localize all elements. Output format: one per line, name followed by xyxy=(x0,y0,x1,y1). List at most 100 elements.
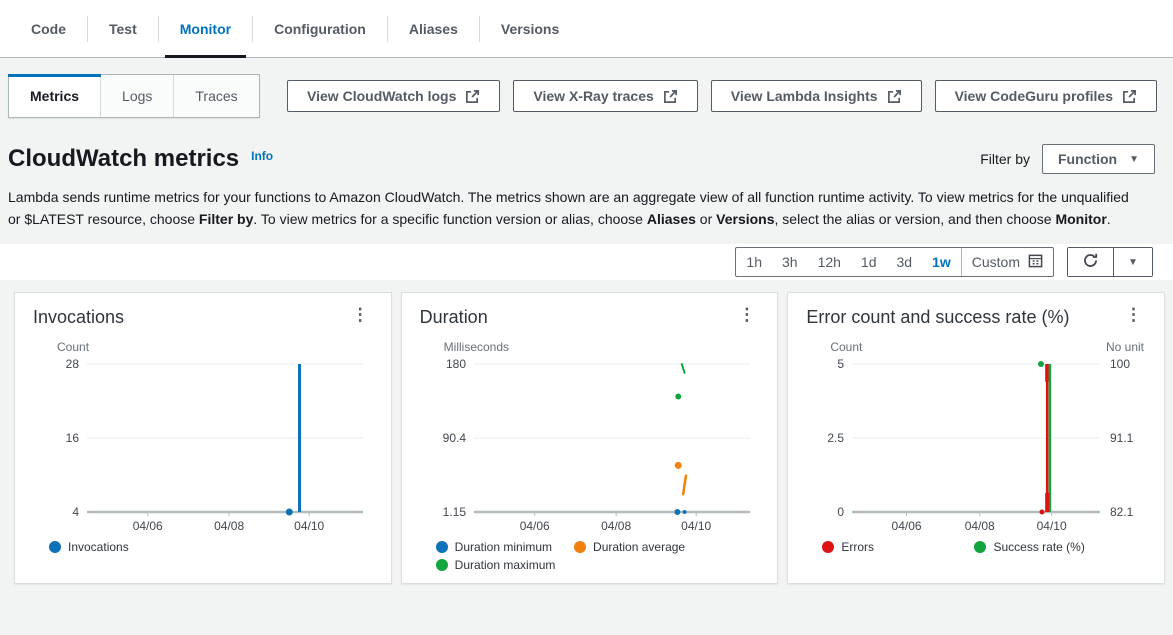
kebab-menu-icon[interactable]: ⋮ xyxy=(348,307,373,323)
range-12h[interactable]: 12h xyxy=(808,248,851,276)
legend-item-errors[interactable]: Errors xyxy=(822,540,974,554)
tab-versions[interactable]: Versions xyxy=(480,0,580,58)
subtab-traces[interactable]: Traces xyxy=(174,75,258,117)
custom-range-label: Custom xyxy=(972,254,1020,270)
svg-text:16: 16 xyxy=(66,431,80,445)
chart-title: Error count and success rate (%) xyxy=(806,307,1069,328)
filter-area: Filter by Function ▼ xyxy=(980,144,1165,174)
refresh-options-dropdown[interactable]: ▼ xyxy=(1113,248,1152,276)
range-3h[interactable]: 3h xyxy=(772,248,808,276)
legend-item-duration-average[interactable]: Duration average xyxy=(574,540,685,554)
chart-title: Invocations xyxy=(33,307,124,328)
svg-text:2.5: 2.5 xyxy=(828,431,845,445)
filter-function-dropdown[interactable]: Function ▼ xyxy=(1042,144,1155,174)
legend-item-success-rate-[interactable]: Success rate (%) xyxy=(974,540,1126,554)
legend-dot xyxy=(574,541,586,553)
button-label: View X-Ray traces xyxy=(533,88,653,104)
time-range-group: 1h3h12h1d3d1w Custom xyxy=(735,247,1054,277)
chart-card-invocations: Invocations⋮Count2816404/0604/0804/10Inv… xyxy=(14,292,392,584)
svg-text:1.15: 1.15 xyxy=(442,505,466,519)
legend-label: Errors xyxy=(841,540,874,554)
chart-legend: Errors Success rate (%) xyxy=(822,540,1146,554)
legend-label: Duration minimum xyxy=(455,540,552,554)
axis-unit-row: CountNo unit xyxy=(806,340,1146,354)
range-3d[interactable]: 3d xyxy=(887,248,923,276)
svg-text:04/06: 04/06 xyxy=(133,519,163,533)
legend-label: Success rate (%) xyxy=(993,540,1084,554)
chart-legend: Invocations xyxy=(49,540,373,554)
svg-text:04/10: 04/10 xyxy=(681,519,711,533)
svg-text:91.1: 91.1 xyxy=(1110,431,1134,445)
axis-unit-row: Milliseconds xyxy=(420,340,760,354)
metrics-logs-traces-segments: MetricsLogsTraces xyxy=(8,74,260,118)
subtab-row: MetricsLogsTraces View CloudWatch logs V… xyxy=(8,74,1165,118)
chart-plot-invocations: 2816404/0604/0804/10 xyxy=(33,356,371,538)
subtab-metrics[interactable]: Metrics xyxy=(9,75,101,117)
refresh-button[interactable] xyxy=(1068,248,1113,276)
external-link-icon xyxy=(465,89,480,104)
chart-plot-errors-success: 51002.591.1082.104/0604/0804/10 xyxy=(806,356,1144,538)
legend-item-invocations[interactable]: Invocations xyxy=(49,540,129,554)
button-label: View CodeGuru profiles xyxy=(955,88,1113,104)
legend-label: Duration maximum xyxy=(455,558,556,572)
time-range-toolbar: 1h3h12h1d3d1w Custom ▼ xyxy=(0,244,1173,280)
tab-monitor[interactable]: Monitor xyxy=(159,0,252,58)
caret-down-icon: ▼ xyxy=(1129,154,1139,165)
legend-dot xyxy=(974,541,986,553)
description-segment: , select the alias or version, and then … xyxy=(775,211,1056,227)
kebab-menu-icon[interactable]: ⋮ xyxy=(734,307,759,323)
chart-plot-duration: 180 90.4 1.15 04/06 04/08 04/10 xyxy=(420,356,758,538)
description-segment: . xyxy=(1107,211,1111,227)
legend-dot xyxy=(436,541,448,553)
tab-test[interactable]: Test xyxy=(88,0,158,58)
description-bold-term: Aliases xyxy=(647,211,696,227)
y-axis-unit-label: Count xyxy=(57,340,89,354)
view-lambda-insights-button[interactable]: View Lambda Insights xyxy=(711,80,922,112)
legend-item-duration-maximum[interactable]: Duration maximum xyxy=(436,558,556,572)
chart-card-errors-success: Error count and success rate (%) ⋮ CountNo… xyxy=(787,292,1165,584)
metric-cards: Invocations ⋮ Count 28 16 4 04/06 04/08 04/10 Inv… xyxy=(14,292,1165,584)
svg-text:04/06: 04/06 xyxy=(892,519,922,533)
chart-legend: Duration minimum Duration average Duration… xyxy=(436,540,760,572)
calendar-icon xyxy=(1028,255,1043,271)
kebab-menu-icon[interactable]: ⋮ xyxy=(1121,307,1146,323)
info-link[interactable]: Info xyxy=(251,149,273,163)
svg-text:04/06: 04/06 xyxy=(519,519,549,533)
tab-bar: CodeTestMonitorConfigurationAliasesVersi… xyxy=(0,0,1173,58)
svg-text:04/08: 04/08 xyxy=(965,519,995,533)
refresh-button-group: ▼ xyxy=(1067,247,1153,277)
svg-text:5: 5 xyxy=(838,357,845,371)
custom-range-button[interactable]: Custom xyxy=(961,248,1053,276)
description-bold-term: Versions xyxy=(716,211,774,227)
svg-text:28: 28 xyxy=(66,357,80,371)
view-x-ray-traces-button[interactable]: View X-Ray traces xyxy=(513,80,697,112)
description-segment: or xyxy=(696,211,716,227)
description-segment: . To view metrics for a specific functio… xyxy=(253,211,646,227)
description-text: Lambda sends runtime metrics for your fu… xyxy=(8,186,1133,230)
chart-card-header: Error count and success rate (%) ⋮ xyxy=(806,307,1146,328)
svg-text:180: 180 xyxy=(446,357,466,371)
range-1h[interactable]: 1h xyxy=(736,248,772,276)
filter-value: Function xyxy=(1058,151,1117,167)
filter-by-label: Filter by xyxy=(980,151,1030,167)
action-buttons: View CloudWatch logs View X-Ray traces V… xyxy=(287,80,1165,112)
description-bold-term: Monitor xyxy=(1055,211,1106,227)
page-title: CloudWatch metrics xyxy=(8,145,239,173)
caret-down-icon: ▼ xyxy=(1128,257,1138,268)
tab-configuration[interactable]: Configuration xyxy=(253,0,387,58)
range-1d[interactable]: 1d xyxy=(851,248,887,276)
axis-unit-row: Count xyxy=(33,340,373,354)
view-cloudwatch-logs-button[interactable]: View CloudWatch logs xyxy=(287,80,500,112)
view-codeguru-profiles-button[interactable]: View CodeGuru profiles xyxy=(935,80,1157,112)
right-y-axis-unit-label: No unit xyxy=(1106,340,1144,354)
range-1w[interactable]: 1w xyxy=(922,248,961,276)
svg-text:04/08: 04/08 xyxy=(601,519,631,533)
external-link-icon xyxy=(1122,89,1137,104)
legend-item-duration-minimum[interactable]: Duration minimum xyxy=(436,540,552,554)
svg-text:90.4: 90.4 xyxy=(442,431,466,445)
tab-aliases[interactable]: Aliases xyxy=(388,0,479,58)
svg-text:4: 4 xyxy=(72,505,79,519)
subtab-logs[interactable]: Logs xyxy=(101,75,174,117)
tab-code[interactable]: Code xyxy=(10,0,87,58)
legend-dot xyxy=(822,541,834,553)
